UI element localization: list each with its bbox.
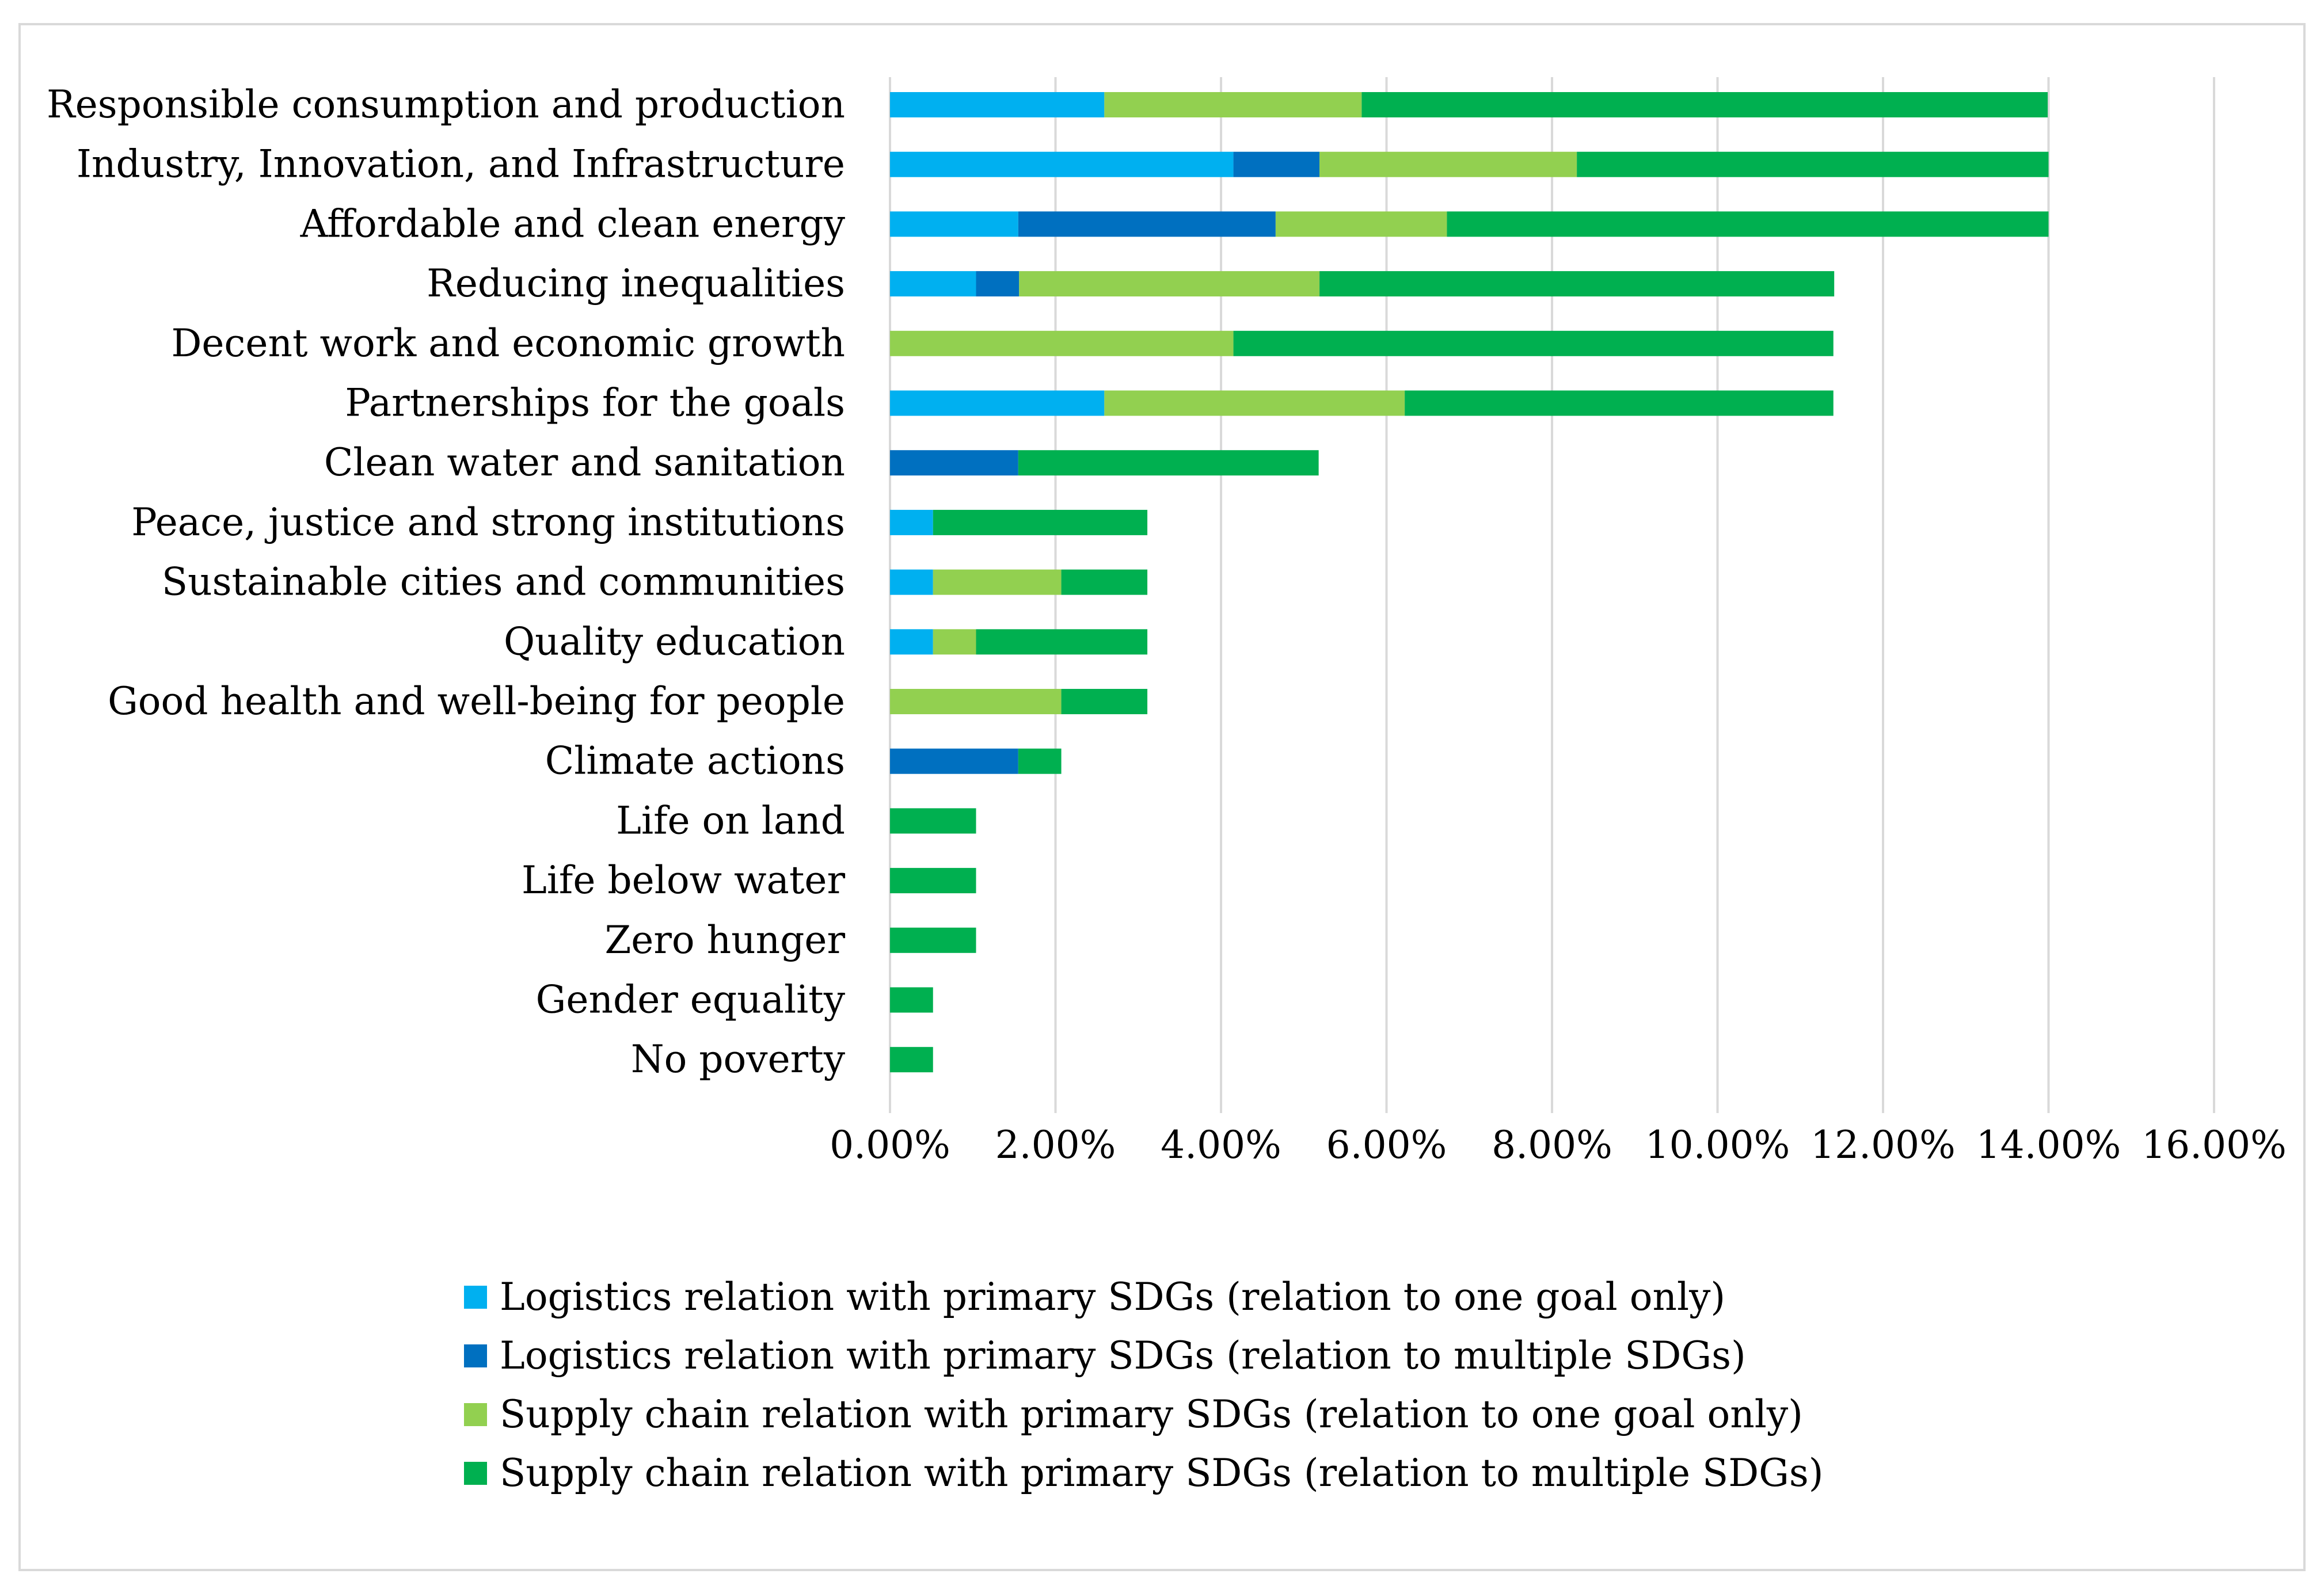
x-tick-label: 16.00% (2142, 1123, 2287, 1167)
bar-segment-series-4 (890, 927, 976, 953)
x-tick-label: 8.00% (1492, 1123, 1612, 1167)
bar-segment-series-3 (1275, 211, 1447, 237)
category-label: Quality education (504, 619, 845, 664)
bar-segment-series-3 (1019, 271, 1320, 297)
bar-segment-series-2 (1233, 151, 1320, 177)
bar-segment-series-4 (1447, 211, 2049, 237)
bar-segment-series-1 (890, 211, 1018, 237)
bars (890, 92, 2049, 1073)
bar-segment-series-1 (890, 151, 1234, 177)
x-tick-label: 12.00% (1810, 1123, 1956, 1167)
category-label: Partnerships for the goals (345, 381, 845, 425)
bar-segment-series-1 (890, 569, 933, 595)
bar-segment-series-4 (1361, 92, 2048, 117)
category-label: Responsible consumption and production (47, 82, 845, 127)
x-tick-label: 14.00% (1976, 1123, 2121, 1167)
category-label: Zero hunger (604, 918, 845, 962)
category-label: Industry, Innovation, and Infrastructure (77, 142, 845, 186)
category-label: Peace, justice and strong institutions (131, 500, 845, 544)
category-label: Good health and well-being for people (108, 679, 845, 723)
bar-segment-series-2 (976, 271, 1020, 297)
bar-segment-series-3 (890, 330, 1234, 356)
x-tick-label: 6.00% (1326, 1123, 1447, 1167)
legend-label: Supply chain relation with primary SDGs … (500, 1451, 1824, 1495)
bar-segment-series-3 (1319, 151, 1577, 177)
bar-segment-series-1 (890, 629, 933, 655)
bar-segment-series-3 (1104, 92, 1362, 117)
bar-segment-series-4 (933, 509, 1148, 535)
bar-segment-series-4 (1405, 390, 1834, 416)
bar-segment-series-3 (933, 629, 976, 655)
chart-frame: Responsible consumption and production In… (18, 23, 2306, 1571)
x-tick-label: 4.00% (1161, 1123, 1281, 1167)
bar-segment-series-4 (890, 808, 976, 834)
category-label: Life on land (616, 798, 845, 843)
category-label: No poverty (631, 1037, 846, 1081)
category-labels: Responsible consumption and production In… (47, 82, 846, 1081)
category-label: Climate actions (545, 739, 845, 783)
bar-segment-series-4 (1233, 330, 1834, 356)
stacked-bar-chart: Responsible consumption and production In… (47, 77, 2287, 1495)
gridlines (889, 77, 2215, 1113)
bar-segment-series-4 (1018, 748, 1062, 774)
legend-swatch (464, 1462, 487, 1485)
category-label: Reducing inequalities (427, 261, 845, 306)
bar-segment-series-4 (890, 868, 976, 894)
bar-segment-series-3 (933, 569, 1062, 595)
bar-segment-series-2 (890, 748, 1018, 774)
bar-segment-series-4 (1061, 569, 1148, 595)
bar-segment-series-4 (1061, 689, 1148, 714)
bar-segment-series-3 (890, 689, 1062, 714)
bar-segment-series-1 (890, 509, 933, 535)
category-label: Affordable and clean energy (300, 201, 846, 246)
bar-segment-series-4 (890, 987, 933, 1013)
bar-segment-series-1 (890, 390, 1105, 416)
x-tick-label: 10.00% (1645, 1123, 1790, 1167)
bar-segment-series-1 (890, 92, 1105, 117)
bar-segment-series-2 (1018, 211, 1276, 237)
category-label: Life below water (522, 858, 845, 902)
legend-swatch (464, 1286, 487, 1309)
bar-segment-series-4 (1577, 151, 2049, 177)
bar-segment-series-4 (1018, 450, 1319, 476)
x-tick-label: 0.00% (830, 1123, 950, 1167)
bar-segment-series-1 (890, 271, 976, 297)
bar-segment-series-4 (976, 629, 1148, 655)
x-axis-tick-labels: 0.00% 2.00% 4.00% 6.00% 8.00% 10.00% 12.00% 14.… (830, 1123, 2287, 1167)
bar-segment-series-3 (1104, 390, 1405, 416)
x-tick-label: 2.00% (995, 1123, 1116, 1167)
legend-swatch (464, 1344, 487, 1367)
bar-segment-series-4 (890, 1047, 933, 1073)
bar-segment-series-2 (890, 450, 1018, 476)
category-label: Gender equality (536, 978, 846, 1022)
legend-label: Logistics relation with primary SDGs (re… (500, 1275, 1725, 1319)
category-label: Clean water and sanitation (324, 440, 845, 485)
legend-swatch (464, 1403, 487, 1426)
legend-label: Logistics relation with primary SDGs (re… (500, 1333, 1746, 1378)
legend: Logistics relation with primary SDGs (re… (464, 1275, 1824, 1495)
bar-segment-series-4 (1319, 271, 1835, 297)
legend-label: Supply chain relation with primary SDGs … (500, 1392, 1803, 1436)
category-label: Decent work and economic growth (171, 321, 845, 365)
category-label: Sustainable cities and communities (162, 560, 845, 604)
